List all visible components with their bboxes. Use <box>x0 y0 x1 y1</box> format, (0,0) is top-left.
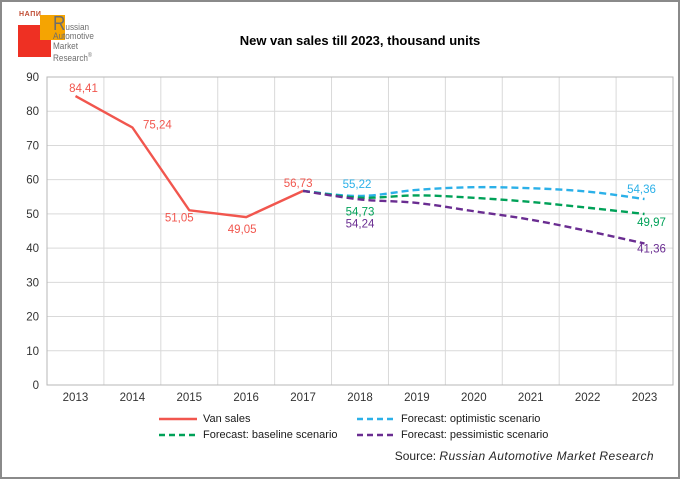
x-tick-label: 2022 <box>575 392 601 404</box>
x-tick-label: 2021 <box>518 392 544 404</box>
y-tick-label: 10 <box>26 346 39 358</box>
legend-item-optimistic: Forecast: optimistic scenario <box>357 413 540 425</box>
legend-item-baseline: Forecast: baseline scenario <box>159 429 338 441</box>
logo-brand-line2: Automotive <box>53 31 94 42</box>
y-tick-label: 50 <box>26 209 39 221</box>
plot-border <box>46 76 674 386</box>
y-tick-label: 70 <box>26 140 39 152</box>
data-label-van_sales: 75,24 <box>143 120 172 132</box>
x-tick-label: 2016 <box>233 392 259 404</box>
legend-item-van_sales: Van sales <box>159 413 251 425</box>
y-tick-label: 80 <box>26 106 39 118</box>
series-line-van_sales <box>74 95 304 219</box>
legend-swatch-pessimistic <box>357 433 395 437</box>
x-tick-label: 2013 <box>63 392 89 404</box>
legend-swatch-optimistic <box>357 417 395 421</box>
y-tick-label: 20 <box>26 312 39 324</box>
series-line-pessimistic <box>302 189 645 245</box>
napi-label: НАПИ <box>19 11 42 18</box>
legend-item-pessimistic: Forecast: pessimistic scenario <box>357 429 548 441</box>
x-tick-label: 2018 <box>347 392 373 404</box>
chart-title: New van sales till 2023, thousand units <box>239 33 481 48</box>
x-tick-label: 2014 <box>120 392 146 404</box>
x-tick-label: 2017 <box>290 392 316 404</box>
y-tick-label: 60 <box>26 175 39 187</box>
source-prefix: Source: <box>394 449 437 463</box>
registered-mark: ® <box>87 52 92 59</box>
data-label-baseline: 54,73 <box>346 207 375 219</box>
legend-swatch-van_sales <box>159 417 197 421</box>
logo-brand-line4: Research® <box>53 52 92 64</box>
source-name: Russian Automotive Market Research <box>439 449 654 463</box>
data-label-van_sales: 56,73 <box>284 178 313 190</box>
data-label-baseline: 49,97 <box>637 217 666 229</box>
x-tick-label: 2023 <box>632 392 658 404</box>
data-label-pessimistic: 54,24 <box>346 218 375 230</box>
y-tick-label: 40 <box>26 243 39 255</box>
legend-label: Forecast: baseline scenario <box>203 429 338 441</box>
data-label-van_sales: 51,05 <box>165 212 194 224</box>
logo-big-r: R <box>53 13 66 35</box>
x-tick-label: 2019 <box>404 392 430 404</box>
source-note: Source: Russian Automotive Market Resear… <box>395 449 654 463</box>
data-label-optimistic: 54,36 <box>627 184 656 196</box>
legend-label: Forecast: optimistic scenario <box>401 413 541 425</box>
y-tick-label: 0 <box>33 380 39 392</box>
data-label-optimistic: 55,22 <box>343 179 372 191</box>
y-tick-label: 90 <box>26 72 39 84</box>
data-label-pessimistic: 41,36 <box>637 243 666 255</box>
logo-brand-line3: Market <box>53 40 78 52</box>
legend-label: Forecast: pessimistic scenario <box>401 429 549 441</box>
series-line-optimistic <box>302 185 645 201</box>
series-line-baseline <box>302 189 645 216</box>
x-tick-label: 2020 <box>461 392 487 404</box>
data-label-van_sales: 49,05 <box>228 224 257 236</box>
logo-orange-square <box>40 15 65 40</box>
data-label-van_sales: 84,41 <box>69 83 98 95</box>
y-tick-label: 30 <box>26 277 39 289</box>
legend-label: Van sales <box>203 413 251 425</box>
legend-swatch-baseline <box>159 433 197 437</box>
x-tick-label: 2015 <box>176 392 202 404</box>
